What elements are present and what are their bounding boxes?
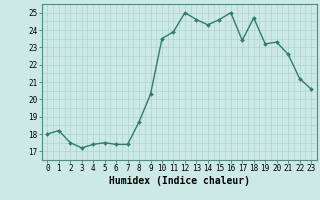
X-axis label: Humidex (Indice chaleur): Humidex (Indice chaleur) xyxy=(109,176,250,186)
